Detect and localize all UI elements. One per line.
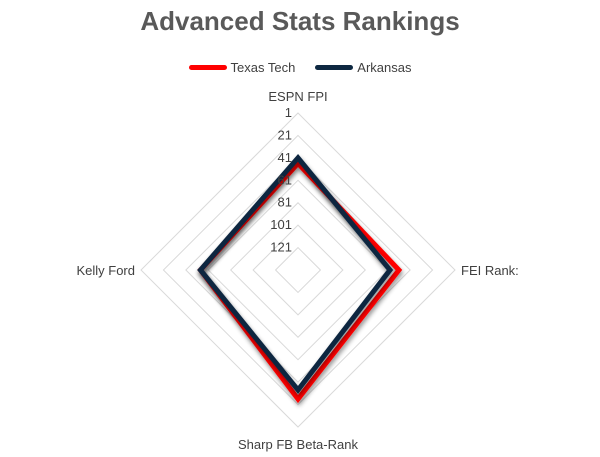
chart-title: Advanced Stats Rankings xyxy=(140,6,460,36)
grid-ring xyxy=(207,179,389,361)
grid-ring xyxy=(140,112,456,428)
radial-tick-label: 21 xyxy=(278,127,292,142)
grid-ring xyxy=(230,202,366,338)
legend-swatch-arkansas xyxy=(315,65,354,70)
legend: Texas Tech Arkansas xyxy=(0,60,600,75)
radial-tick-label: 1 xyxy=(285,105,292,120)
legend-item-texas-tech[interactable]: Texas Tech xyxy=(188,60,296,75)
axis-label: Kelly Ford xyxy=(76,263,135,278)
axis-label: Sharp FB Beta-Rank xyxy=(238,437,358,452)
series-layer xyxy=(197,153,403,404)
series-line-texas-tech xyxy=(197,159,403,404)
legend-label-texas-tech: Texas Tech xyxy=(230,60,296,75)
legend-item-arkansas[interactable]: Arkansas xyxy=(315,60,412,75)
radial-tick-label: 61 xyxy=(278,172,292,187)
radial-tick-label: 121 xyxy=(270,240,292,255)
legend-label-arkansas: Arkansas xyxy=(357,60,412,75)
radial-tick-label: 41 xyxy=(278,150,292,165)
radar-grid xyxy=(140,112,456,428)
grid-ring xyxy=(274,246,322,294)
grid-ring xyxy=(162,134,434,406)
grid-ring xyxy=(185,157,411,383)
radial-tick-label: 101 xyxy=(270,217,292,232)
grid-ring xyxy=(252,224,344,316)
axis-labels: ESPN FPI FEI Rank: Sharp FB Beta-Rank Kelly… xyxy=(76,89,518,452)
series-line-arkansas xyxy=(197,153,394,395)
axis-label: ESPN FPI xyxy=(268,89,327,104)
axis-label: FEI Rank: xyxy=(461,263,519,278)
radial-tick-label: 81 xyxy=(278,195,292,210)
legend-swatch-texas-tech xyxy=(188,65,227,70)
